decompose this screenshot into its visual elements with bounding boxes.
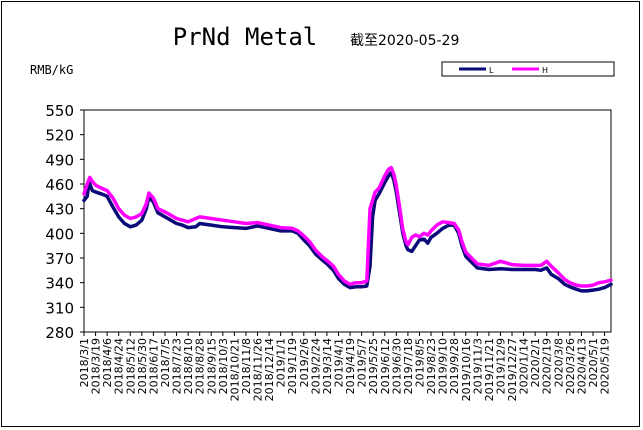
- x-tick-label: 2019/6/12: [379, 338, 392, 394]
- x-tick-label: 2020/2/1: [529, 338, 542, 387]
- x-tick-label: 2018/8/10: [182, 338, 195, 394]
- x-tick-label: 2018/4/6: [101, 338, 114, 387]
- x-tick-label: 2019/5/25: [367, 338, 380, 394]
- x-tick-label: 2018/3/19: [90, 338, 103, 394]
- y-tick-label: 550: [45, 102, 74, 120]
- series-layer: [82, 165, 613, 293]
- chart-title: PrNd Metal: [173, 23, 318, 51]
- y-tick-label: 490: [45, 151, 74, 169]
- x-tick-label: 2018/5/30: [136, 338, 149, 394]
- x-tick-label: 2019/12/27: [506, 338, 519, 401]
- y-tick-label: 370: [45, 250, 74, 268]
- y-tick-label: 460: [45, 176, 74, 194]
- x-tick-label: 2018/6/17: [147, 338, 160, 394]
- x-tick-label: 2018/5/12: [124, 338, 137, 394]
- x-tick-label: 2018/8/28: [194, 338, 207, 394]
- x-tick-label: 2018/7/5: [159, 338, 172, 387]
- y-tick-label: 400: [45, 225, 74, 243]
- x-axis: 2018/3/12018/3/192018/4/62018/4/242018/5…: [78, 332, 612, 401]
- series-line-l: [82, 170, 613, 293]
- x-tick-label: 2020/3/26: [564, 338, 577, 394]
- x-tick-label: 2019/9/10: [437, 338, 450, 394]
- x-tick-label: 2019/7/18: [402, 338, 415, 394]
- x-tick-label: 2018/10/21: [228, 338, 241, 401]
- y-tick-label: 280: [45, 324, 74, 342]
- x-tick-label: 2019/12/9: [494, 338, 507, 394]
- x-tick-label: 2019/4/19: [344, 338, 357, 394]
- x-tick-label: 2020/1/14: [518, 338, 531, 394]
- x-tick-label: 2020/4/13: [575, 338, 588, 394]
- x-tick-label: 2019/2/6: [298, 338, 311, 387]
- x-tick-label: 2019/3/14: [321, 338, 334, 394]
- x-tick-label: 2018/11/26: [252, 338, 265, 401]
- y-tick-label: 520: [45, 127, 74, 145]
- chart-subtitle: 截至2020-05-29: [350, 33, 459, 49]
- y-axis: 280 310 340 370 400 430 460 490 520 550: [45, 102, 84, 342]
- x-tick-label: 2020/5/1: [587, 338, 600, 387]
- x-tick-label: 2019/4/1: [333, 338, 346, 387]
- x-tick-label: 2019/10/16: [460, 338, 473, 401]
- x-tick-label: 2018/9/15: [205, 338, 218, 394]
- x-tick-label: 2019/8/5: [413, 338, 426, 387]
- x-tick-label: 2019/1/19: [286, 338, 299, 394]
- y-tick-label: 340: [45, 275, 74, 293]
- x-tick-label: 2018/10/3: [217, 338, 230, 394]
- x-tick-label: 2018/12/14: [263, 338, 276, 401]
- y-axis-unit-label: RMB/kG: [30, 63, 73, 77]
- x-tick-label: 2018/4/24: [113, 338, 126, 394]
- series-line-h: [82, 165, 613, 288]
- x-tick-label: 2020/2/19: [541, 338, 554, 394]
- x-tick-label: 2019/5/7: [356, 338, 369, 387]
- legend-label-h: H: [542, 66, 548, 75]
- legend-label-l: L: [489, 66, 494, 75]
- x-tick-label: 2019/1/1: [275, 338, 288, 387]
- legend: L H: [441, 61, 615, 77]
- x-tick-label: 2019/2/24: [309, 338, 322, 394]
- x-tick-label: 2020/5/19: [599, 338, 612, 394]
- x-tick-label: 2019/8/23: [425, 338, 438, 394]
- x-tick-label: 2019/6/30: [390, 338, 403, 394]
- y-tick-label: 430: [45, 201, 74, 219]
- y-tick-label: 310: [45, 299, 74, 317]
- x-tick-label: 2019/9/28: [448, 338, 461, 394]
- x-tick-label: 2018/7/23: [171, 338, 184, 394]
- x-tick-label: 2019/11/3: [471, 338, 484, 394]
- x-tick-label: 2018/3/1: [78, 338, 91, 387]
- x-tick-label: 2020/3/8: [552, 338, 565, 387]
- x-tick-label: 2018/11/8: [240, 338, 253, 394]
- x-tick-label: 2019/11/21: [483, 338, 496, 401]
- plot-area: [83, 109, 612, 333]
